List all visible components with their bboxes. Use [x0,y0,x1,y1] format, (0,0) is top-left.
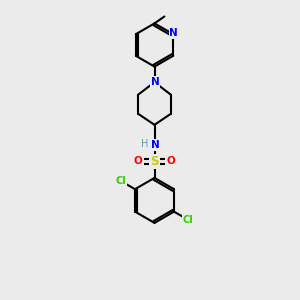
Text: O: O [166,156,175,167]
Text: N: N [169,28,178,38]
Text: N: N [151,77,160,87]
Text: Cl: Cl [116,176,127,186]
Text: O: O [134,156,143,167]
Text: H: H [141,139,148,149]
Text: N: N [151,140,160,150]
Text: S: S [150,155,159,168]
Text: Cl: Cl [182,215,193,225]
